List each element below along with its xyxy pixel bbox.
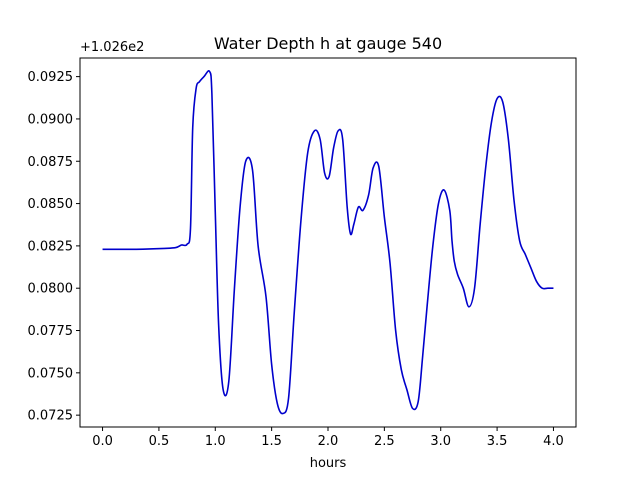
- y-tick-label: 0.0725: [28, 409, 74, 424]
- y-tick-label: 0.0800: [28, 282, 74, 297]
- y-tick-label: 0.0825: [28, 239, 74, 254]
- plot-area: [102, 70, 554, 415]
- plot-frame: [79, 57, 577, 428]
- y-tick-label: 0.0900: [28, 112, 74, 127]
- y-tick-label: 0.0875: [28, 155, 74, 170]
- x-axis: 0.0 0.5 1.0 1.5 2.0 2.5 3.0 3.5 4.0: [92, 427, 564, 449]
- x-tick-label: 2.0: [318, 434, 339, 449]
- x-tick-label: 1.0: [205, 434, 226, 449]
- series-line-0: [102, 70, 554, 415]
- x-axis-label: hours: [310, 456, 347, 471]
- y-tick-label: 0.0750: [28, 366, 74, 381]
- x-tick-label: 0.0: [92, 434, 113, 449]
- y-tick-label: 0.0775: [28, 324, 74, 339]
- x-tick-label: 3.5: [487, 434, 508, 449]
- y-tick-label: 0.0850: [28, 197, 74, 212]
- y-offset-label: +1.026e2: [80, 40, 144, 55]
- x-tick-label: 2.5: [374, 434, 395, 449]
- chart-title: Water Depth h at gauge 540: [214, 34, 442, 53]
- y-tick-label: 0.0925: [28, 70, 74, 85]
- x-tick-label: 4.0: [543, 434, 564, 449]
- x-tick-label: 1.5: [261, 434, 282, 449]
- x-tick-label: 3.0: [430, 434, 451, 449]
- x-tick-label: 0.5: [149, 434, 170, 449]
- y-axis: 0.0725 0.0750 0.0775 0.0800 0.0825 0.0850 0.08…: [28, 70, 80, 424]
